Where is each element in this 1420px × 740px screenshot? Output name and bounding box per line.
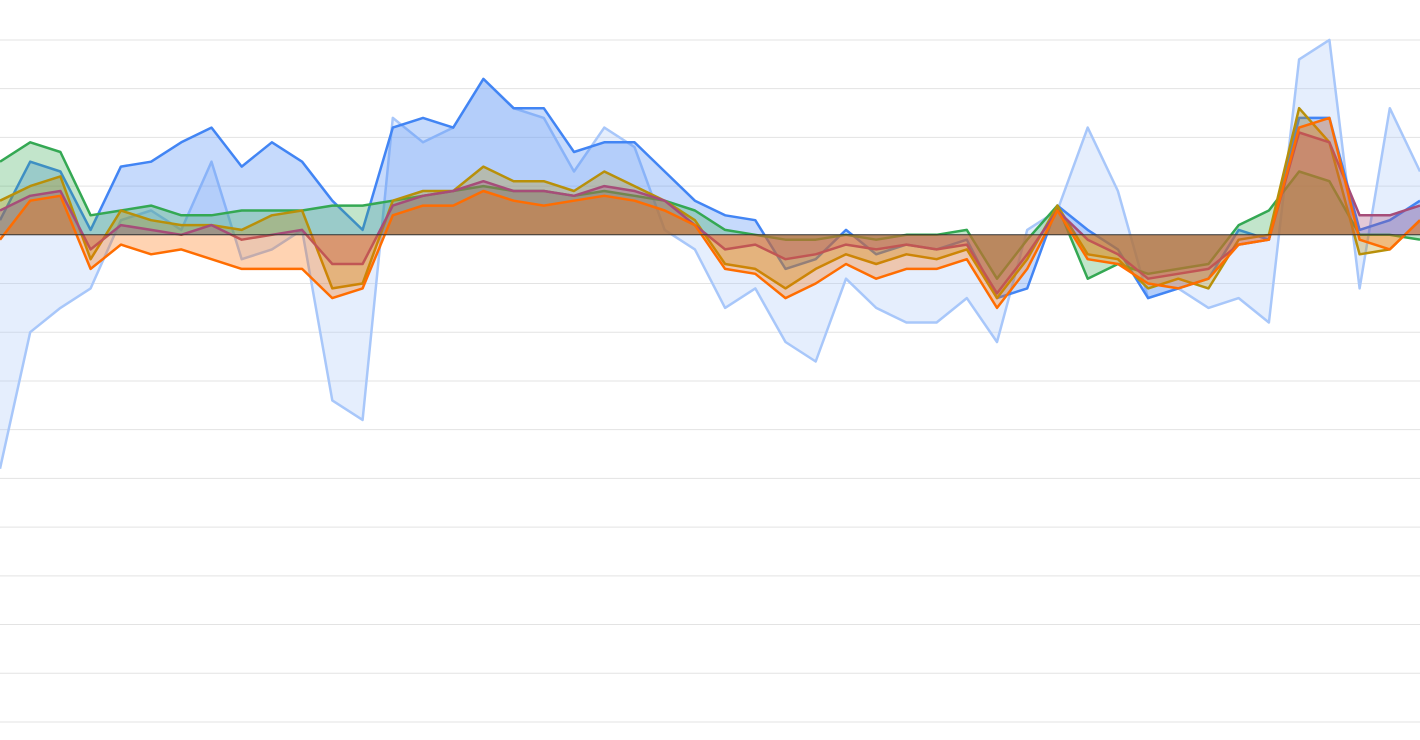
series-line xyxy=(0,116,1420,310)
series-line xyxy=(0,106,1420,300)
series-line xyxy=(0,38,1420,469)
series-area xyxy=(0,117,1420,308)
series-area xyxy=(0,108,1420,299)
series-area xyxy=(0,39,1420,469)
series-line xyxy=(0,141,1420,280)
series-line xyxy=(0,131,1420,295)
series-area xyxy=(0,78,1420,299)
series-area xyxy=(0,132,1420,294)
